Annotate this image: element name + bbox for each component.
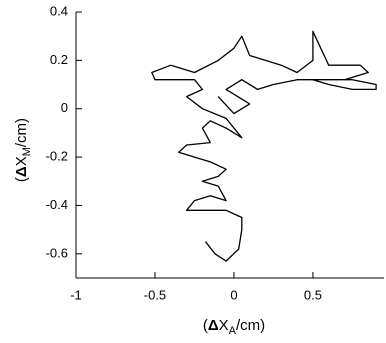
y-tick-label: -0.6	[46, 245, 68, 260]
y-label-part: M	[21, 147, 33, 156]
y-tick-label: -0.4	[46, 197, 68, 212]
y-tick-label: -0.2	[46, 149, 68, 164]
x-label-part: A	[229, 325, 237, 337]
y-tick-label: 0.2	[50, 52, 68, 67]
x-label-part: X	[219, 317, 229, 334]
x-tick-label: 0.5	[304, 287, 322, 302]
x-label-part: /cm)	[236, 317, 265, 334]
x-label-part: (	[203, 317, 208, 334]
y-axis-label: (ΔXM/cm)	[13, 118, 33, 182]
x-axis-label: (ΔXA/cm)	[203, 317, 265, 337]
y-label-part: X	[13, 156, 30, 166]
y-label-part: /cm)	[13, 118, 30, 147]
trajectory	[151, 30, 377, 262]
x-label-part: Δ	[208, 317, 219, 334]
y-label-part: Δ	[13, 166, 30, 177]
x-tick-label: -1	[70, 287, 82, 302]
y-tick-label: 0	[61, 100, 68, 115]
x-tick-label: 0	[230, 287, 237, 302]
y-label-part: (	[13, 177, 30, 182]
x-tick-label: -0.5	[144, 287, 166, 302]
y-tick-label: 0.4	[50, 3, 68, 18]
